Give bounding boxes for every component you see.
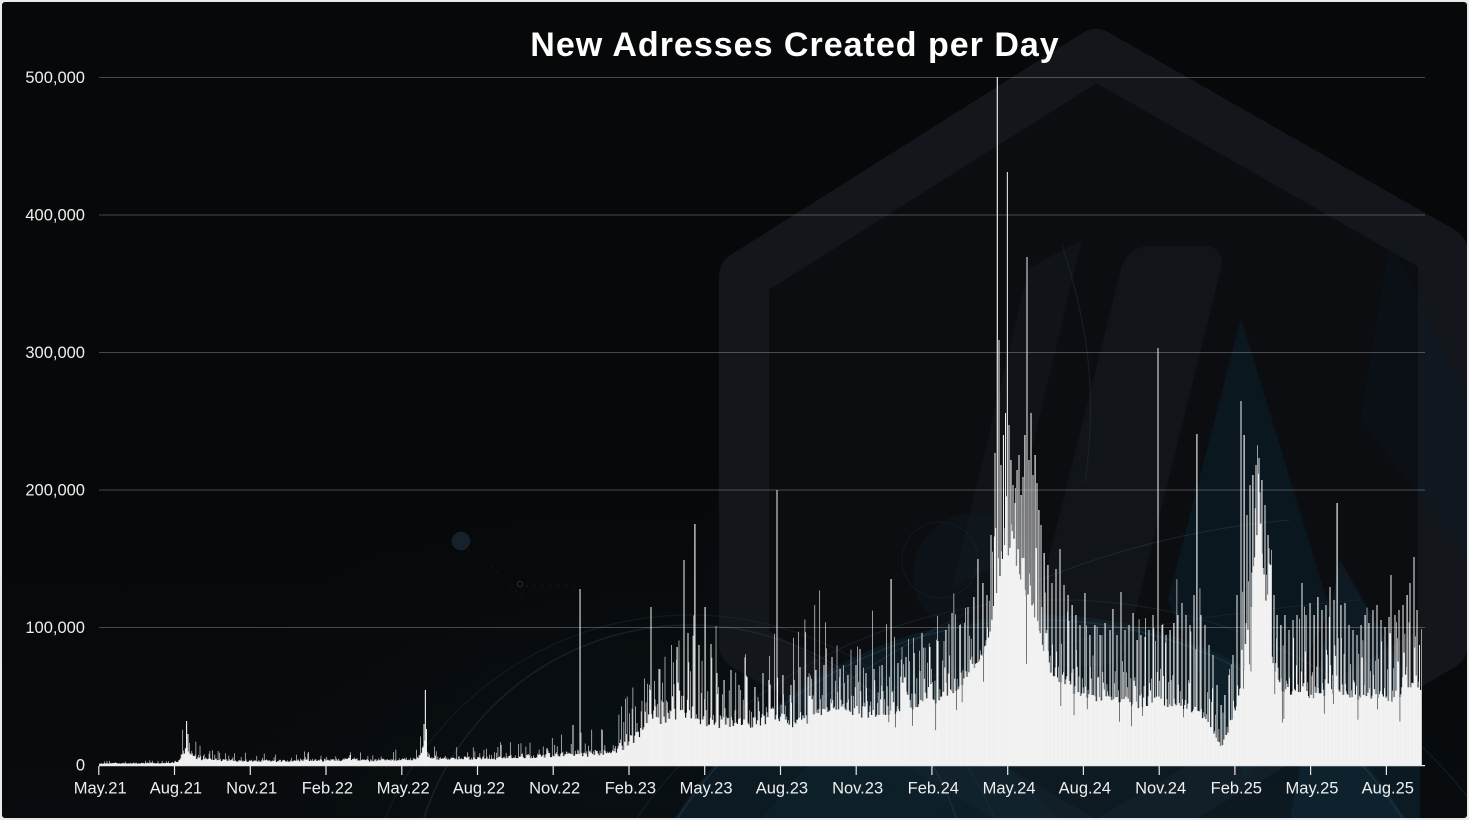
svg-text:Aug.21: Aug.21 (150, 780, 202, 798)
svg-text:Aug.22: Aug.22 (453, 780, 505, 798)
svg-text:100,000: 100,000 (25, 619, 85, 637)
svg-text:Feb.22: Feb.22 (302, 780, 353, 798)
svg-text:May.23: May.23 (680, 780, 733, 798)
svg-text:Nov.24: Nov.24 (1135, 780, 1186, 798)
svg-text:Feb.24: Feb.24 (908, 780, 959, 798)
svg-text:Feb.25: Feb.25 (1211, 780, 1262, 798)
svg-text:300,000: 300,000 (25, 344, 85, 362)
svg-text:May.21: May.21 (74, 780, 127, 798)
svg-text:500,000: 500,000 (25, 69, 85, 87)
svg-text:400,000: 400,000 (25, 207, 85, 225)
svg-text:Nov.22: Nov.22 (529, 780, 580, 798)
svg-text:May.25: May.25 (1286, 780, 1339, 798)
svg-text:Aug.25: Aug.25 (1362, 780, 1414, 798)
svg-text:Aug.23: Aug.23 (756, 780, 808, 798)
svg-text:May.24: May.24 (983, 780, 1036, 798)
svg-text:Aug.24: Aug.24 (1059, 780, 1111, 798)
svg-text:Feb.23: Feb.23 (605, 780, 656, 798)
svg-text:May.22: May.22 (377, 780, 430, 798)
svg-text:Nov.23: Nov.23 (832, 780, 883, 798)
svg-text:New Adresses Created per Day: New Adresses Created per Day (530, 26, 1059, 64)
svg-text:Nov.21: Nov.21 (226, 780, 277, 798)
svg-text:200,000: 200,000 (25, 482, 85, 500)
svg-text:0: 0 (76, 757, 85, 775)
